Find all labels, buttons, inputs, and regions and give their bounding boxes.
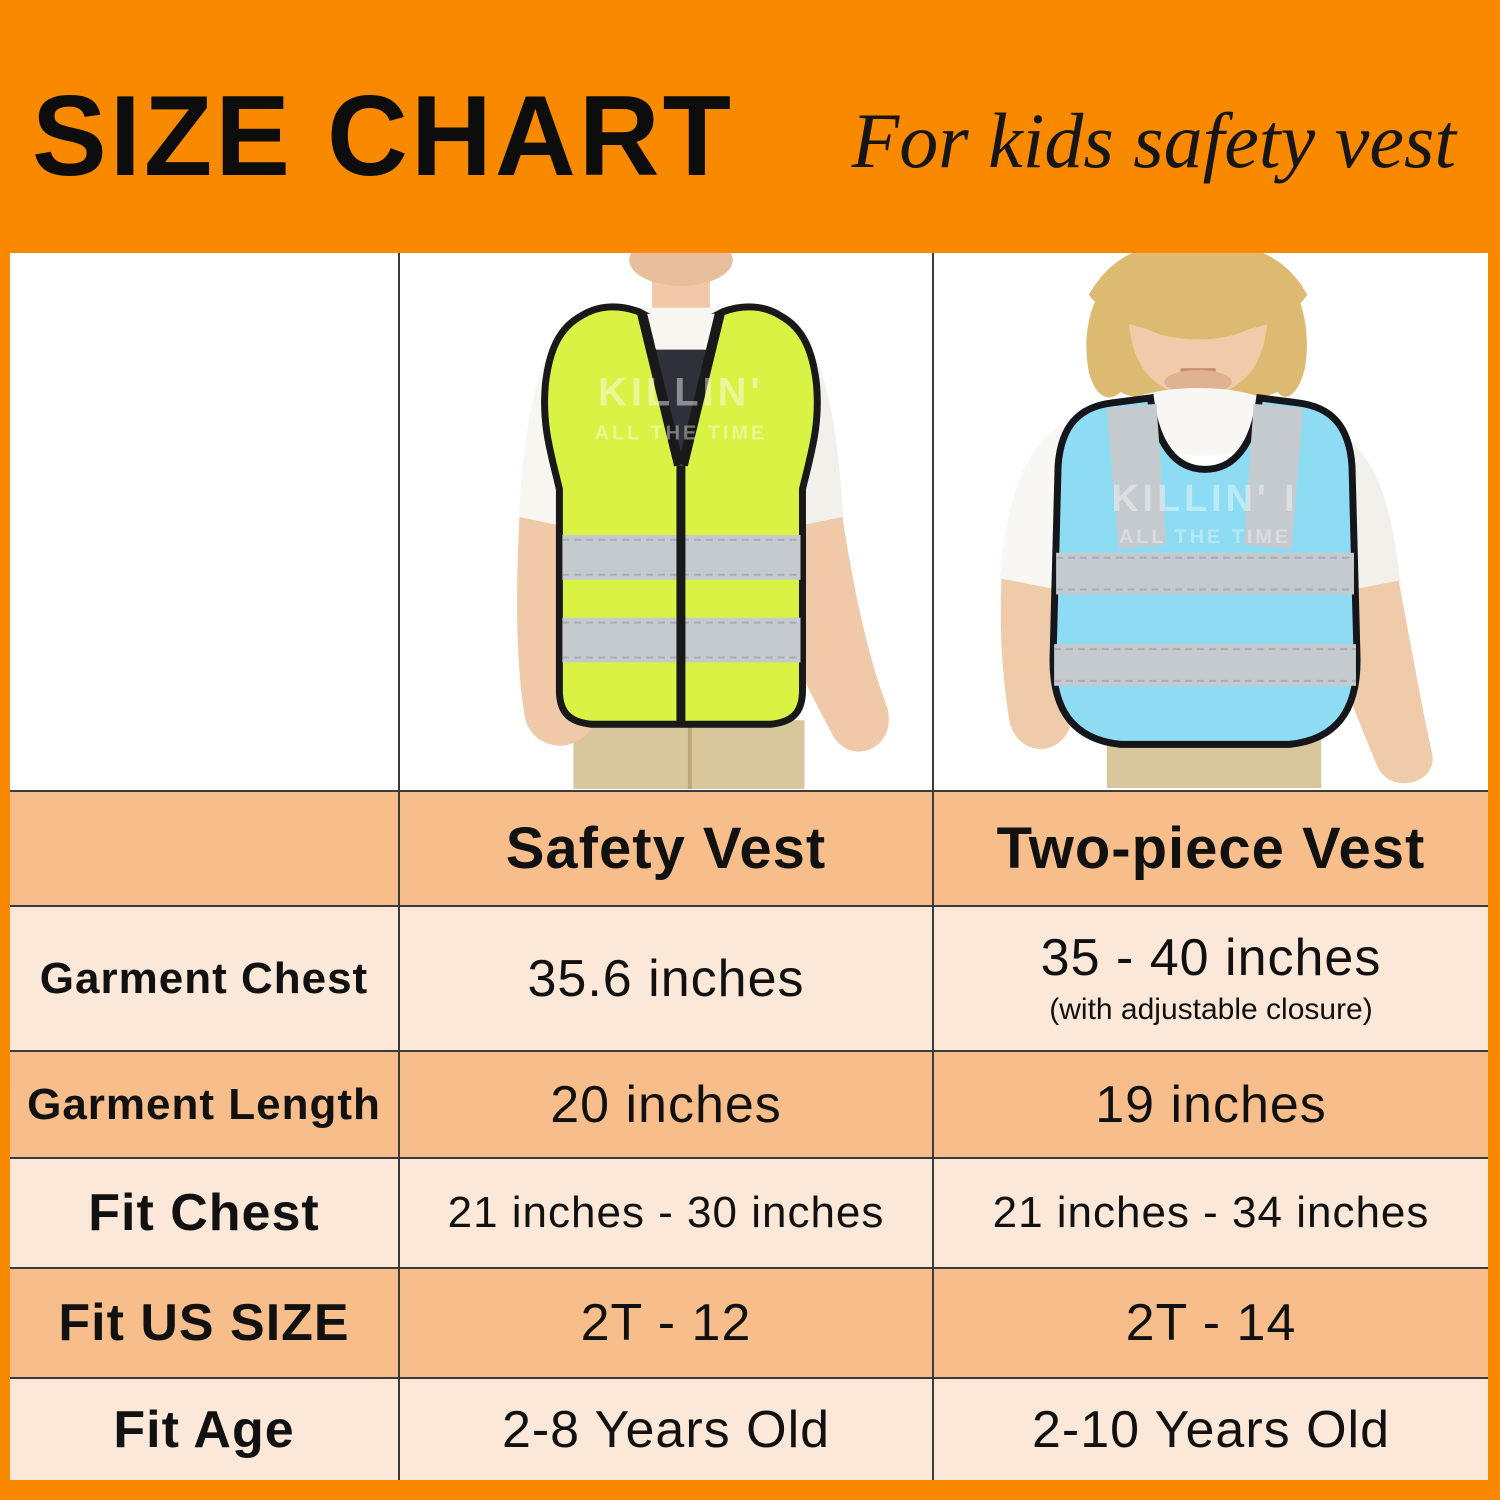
reflective-stripes <box>1054 552 1356 686</box>
vest-graphic-line2: ALL THE TIME <box>1119 526 1291 548</box>
cell-value: 35 - 40 inches <box>1040 929 1382 988</box>
row-label-fit-us-size: Fit US SIZE <box>10 1267 398 1377</box>
cell-fit-chest-two-piece: 21 inches - 34 inches <box>932 1157 1488 1267</box>
cell-fit-us-size-two-piece: 2T - 14 <box>932 1267 1488 1377</box>
row-label-fit-age: Fit Age <box>10 1377 398 1480</box>
reflective-stripes <box>562 534 801 663</box>
yellow-vest-illustration: I K <box>517 253 889 789</box>
vest-graphic-line1: KILLIN' I <box>1111 477 1298 519</box>
cell-fit-age-two-piece: 2-10 Years Old <box>932 1377 1488 1480</box>
row-label-fit-chest: Fit Chest <box>10 1157 398 1267</box>
cell-note: (with adjustable closure) <box>1049 993 1373 1027</box>
two-piece-vest-photo: KILLIN' I ALL THE TIME <box>932 253 1488 790</box>
cell-garment-length-two-piece: 19 inches <box>932 1050 1488 1157</box>
table-corner-cell <box>10 790 398 905</box>
vest-graphic-line1: KILLIN' <box>598 370 764 414</box>
page-subtitle: For kids safety vest <box>851 97 1456 184</box>
page-title: SIZE CHART <box>32 71 734 200</box>
shoulder-stripe-left <box>1106 403 1167 549</box>
shoulder-stripe-right <box>1243 403 1304 549</box>
child-face <box>1128 316 1268 397</box>
row-label-garment-length: Garment Length <box>10 1050 398 1157</box>
vest-trim-right <box>678 312 725 467</box>
cell-fit-chest-safety: 21 inches - 30 inches <box>398 1157 932 1267</box>
chart-sheet: I K <box>10 253 1488 1480</box>
cell-garment-chest-two-piece: 35 - 40 inches (with adjustable closure) <box>932 905 1488 1050</box>
cell-garment-chest-safety: 35.6 inches <box>398 905 932 1050</box>
cell-fit-age-safety: 2-8 Years Old <box>398 1377 932 1480</box>
safety-vest-photo: I K <box>398 253 932 790</box>
cell-fit-us-size-safety: 2T - 12 <box>398 1267 932 1377</box>
cell-garment-length-safety: 20 inches <box>398 1050 932 1157</box>
column-header-safety-vest: Safety Vest <box>398 790 932 905</box>
vest-graphic-line2: ALL THE TIME <box>595 422 768 444</box>
header-banner: SIZE CHART For kids safety vest <box>0 0 1500 253</box>
blue-vest-illustration: KILLIN' I ALL THE TIME <box>999 253 1433 789</box>
row-label-garment-chest: Garment Chest <box>10 905 398 1050</box>
vest-trim-left <box>637 312 684 467</box>
column-header-two-piece-vest: Two-piece Vest <box>932 790 1488 905</box>
photo-cell-empty <box>10 253 398 790</box>
